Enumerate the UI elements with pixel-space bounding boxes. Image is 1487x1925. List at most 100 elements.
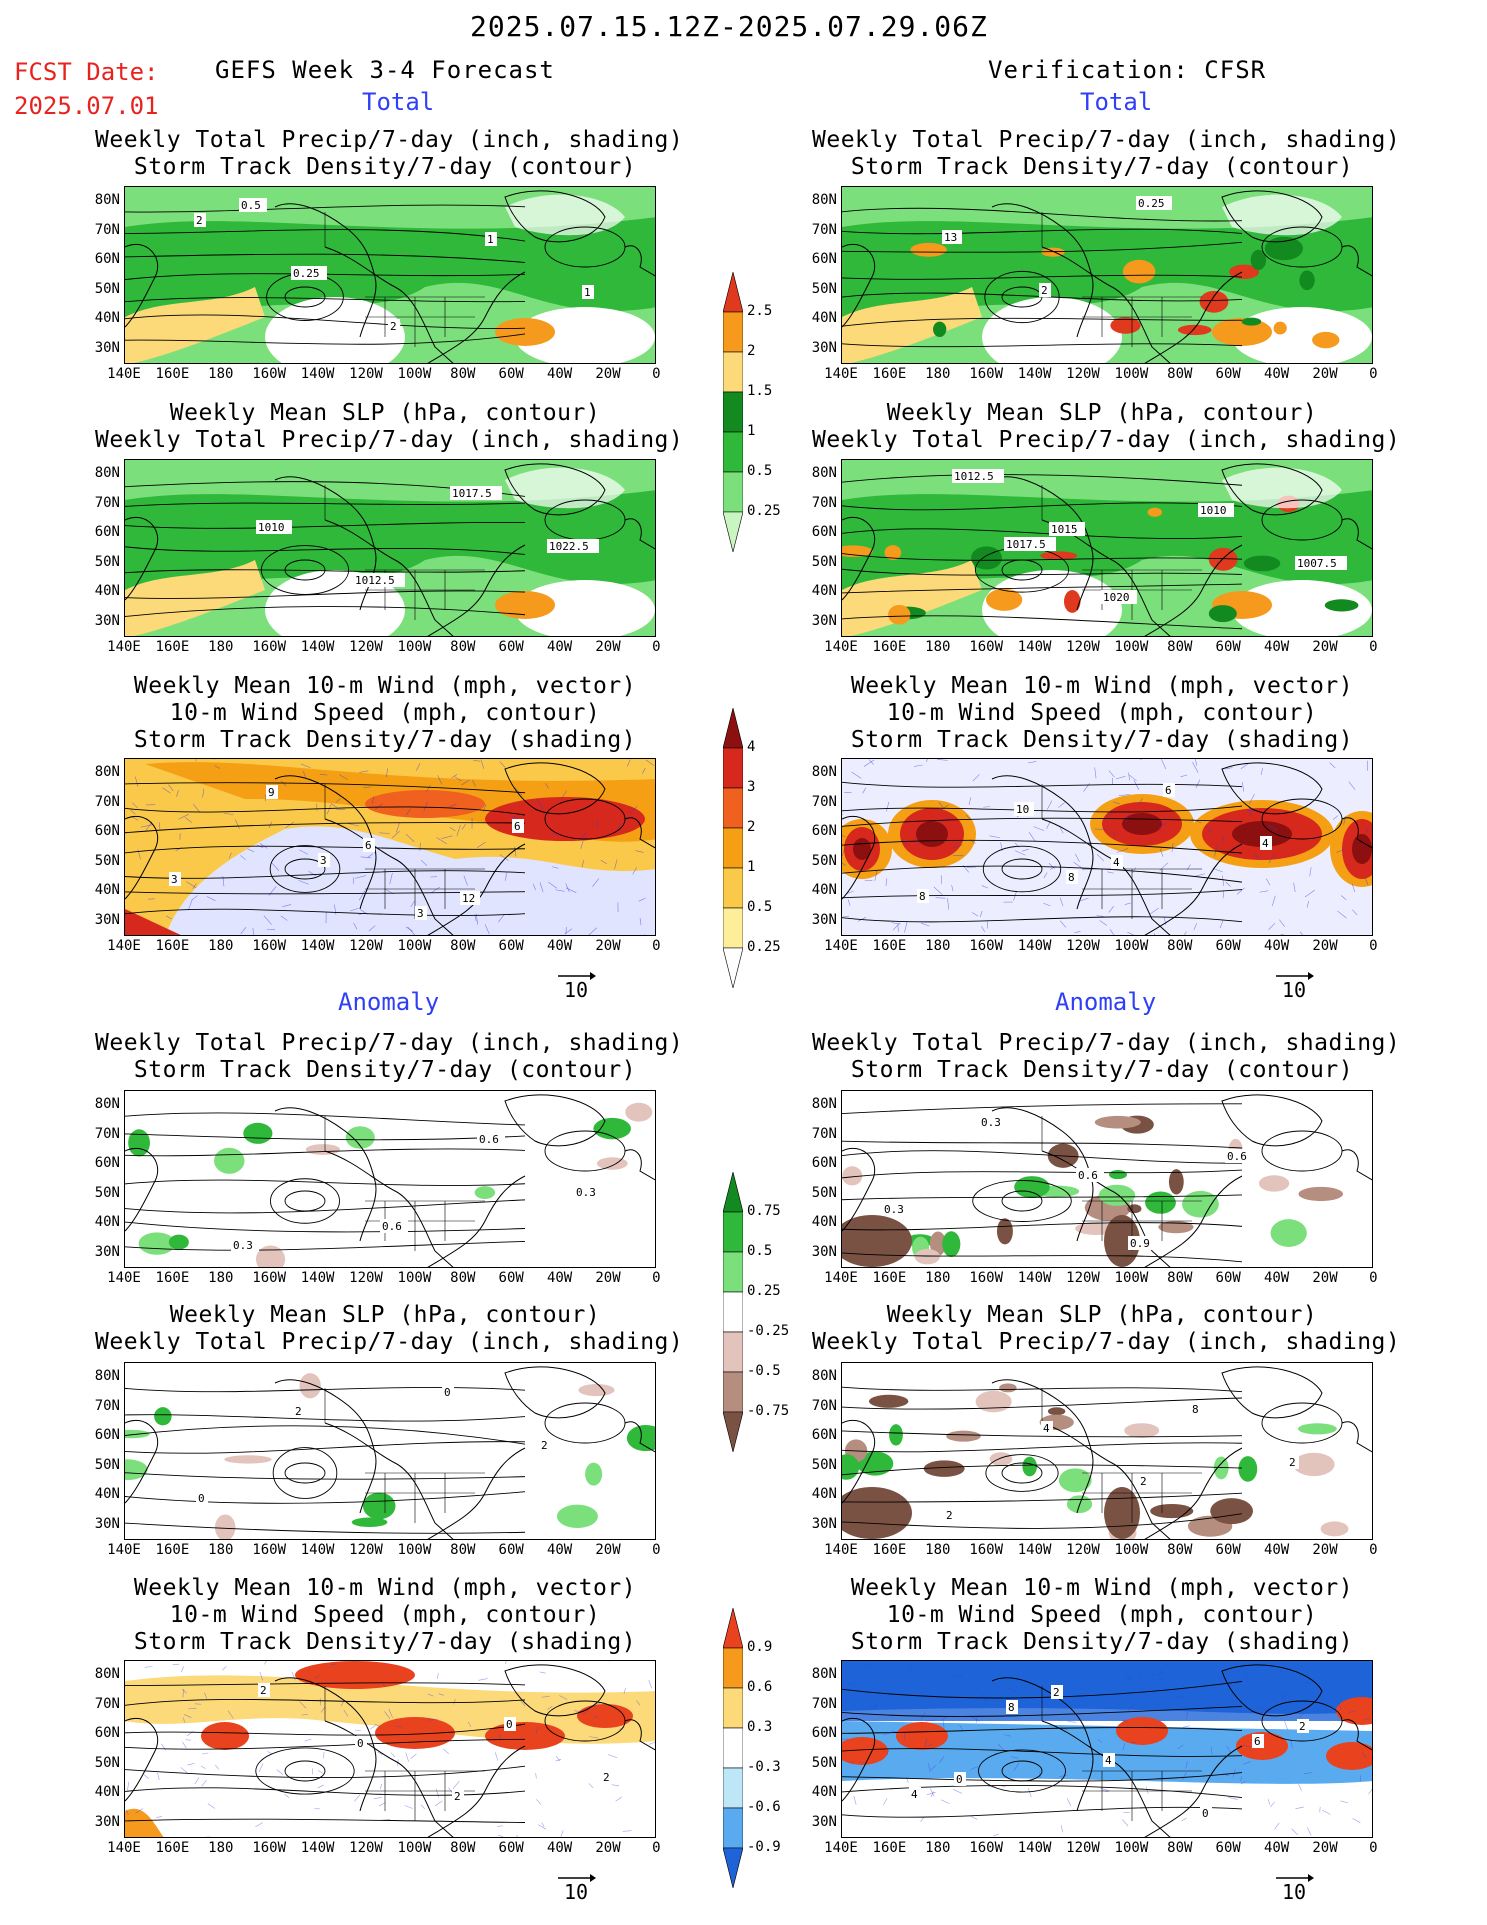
lon-label: 180	[925, 938, 951, 954]
lon-label: 140W	[1017, 1542, 1052, 1558]
lon-label: 100W	[1114, 938, 1149, 954]
panel-title-r4: Weekly Total Precip/7-day (inch, shading…	[812, 1030, 1401, 1083]
lon-label: 180	[208, 1840, 234, 1856]
lon-label: 100W	[397, 639, 432, 655]
lon-label: 160W	[969, 1270, 1004, 1286]
lat-label: 70N	[94, 793, 120, 810]
lon-label: 180	[208, 938, 234, 954]
panel-title-l4: Weekly Total Precip/7-day (inch, shading…	[95, 1030, 684, 1083]
lat-label: 30N	[811, 1243, 837, 1260]
lon-label: 160E	[155, 1270, 190, 1286]
contour-label: 2	[1053, 1686, 1060, 1699]
lat-label: 40N	[811, 1486, 837, 1502]
contour-label: 0.25	[1138, 197, 1165, 210]
lon-label: 160W	[252, 1270, 287, 1286]
lon-label: 120W	[349, 938, 383, 954]
lat-label: 50N	[811, 1754, 837, 1771]
vector-ref-label-r1: 10	[1281, 978, 1307, 1002]
contour-label: 1007.5	[1297, 557, 1337, 570]
contour-label: 2	[454, 1790, 461, 1803]
vector-ref-arrow-r2	[1274, 1870, 1314, 1889]
lon-label: 140E	[824, 366, 858, 382]
lon-label: 0	[1369, 938, 1378, 954]
section-anomaly-left: Anomaly	[338, 988, 440, 1016]
contour-label: 2	[1299, 1720, 1306, 1733]
lon-label: 80W	[450, 1542, 476, 1558]
lon-label: 40W	[1263, 639, 1290, 655]
lon-label: 140E	[107, 938, 141, 954]
lon-label: 100W	[1114, 366, 1149, 382]
lat-label: 50N	[811, 553, 837, 570]
lat-label: 30N	[94, 1243, 120, 1260]
colorbar-label: 0.5	[747, 1243, 773, 1259]
lat-label: 80N	[94, 465, 120, 481]
lon-label: 140W	[300, 639, 335, 655]
lon-label: 140E	[107, 366, 141, 382]
contour-label: 0.25	[293, 267, 320, 280]
lat-label: 40N	[811, 882, 837, 898]
colorbar-label: 0.3	[747, 1719, 773, 1735]
colorbar-precip_total	[722, 271, 744, 556]
lat-label: 50N	[94, 1456, 120, 1473]
map-panel-3: 3 3 6 3 9 6 12	[124, 758, 656, 936]
lon-label: 0	[652, 1840, 661, 1856]
lat-label: 30N	[94, 612, 120, 629]
contour-label: 1	[584, 286, 591, 299]
map-panel-1: 2 0.25 2 1 1 0.5	[124, 186, 656, 364]
colorbar-label: -0.75	[747, 1403, 790, 1419]
lat-label: 80N	[94, 764, 120, 780]
lon-label: 180	[925, 1840, 951, 1856]
lon-label: 0	[1369, 1270, 1378, 1286]
colorbar-label: 0.25	[747, 939, 781, 955]
colorbar-label: -0.25	[747, 1323, 790, 1339]
contour-label: 9	[268, 786, 275, 799]
colorbar-label: 1	[747, 423, 756, 439]
lon-label: 40W	[546, 1542, 573, 1558]
map-svg: 1017.5 1020 1010 1007.5 1012.5 1015	[842, 460, 1372, 636]
lon-label: 100W	[397, 938, 432, 954]
contour-label: 6	[1254, 1735, 1261, 1748]
lon-label: 140W	[1017, 639, 1052, 655]
contour-label: 2	[260, 1684, 267, 1697]
lon-label: 60W	[498, 1542, 524, 1558]
lon-label: 160W	[969, 639, 1004, 655]
lat-label: 70N	[811, 494, 837, 511]
lon-label: 140E	[107, 639, 141, 655]
map-svg: 3 3 6 3 9 6 12	[125, 759, 655, 935]
lon-label: 140W	[1017, 1840, 1052, 1856]
map-panel-2: 1010 1012.5 1017.5 1022.5	[124, 459, 656, 637]
lon-label: 160E	[155, 1542, 190, 1558]
contour-label: 1012.5	[954, 470, 994, 483]
colorbar-label: 4	[747, 739, 756, 755]
lon-label: 20W	[1312, 639, 1338, 655]
map-panel-5: 0 2 0 2	[124, 1362, 656, 1540]
colorbar-label: 0.75	[747, 1203, 781, 1219]
panel-title-l2: Weekly Mean SLP (hPa, contour) Weekly Tot…	[95, 400, 684, 453]
lon-label: 0	[652, 938, 661, 954]
panel-title-l3: Weekly Mean 10-m Wind (mph, vector) 10-m …	[133, 673, 637, 753]
lat-label: 60N	[94, 1155, 120, 1171]
contour-label: 2	[1289, 1456, 1296, 1469]
lon-label: 160E	[872, 1542, 907, 1558]
contour-label: 2	[541, 1439, 548, 1452]
lat-label: 70N	[811, 221, 837, 238]
colorbar-label: 0.25	[747, 1283, 781, 1299]
panel-title-l1: Weekly Total Precip/7-day (inch, shading…	[95, 127, 684, 180]
lon-label: 140W	[300, 1542, 335, 1558]
colorbar-storm_total	[722, 707, 744, 992]
contour-label: 4	[1262, 837, 1269, 850]
lat-label: 60N	[811, 524, 837, 540]
vector-ref-label-r2: 10	[1281, 1880, 1307, 1904]
lon-label: 120W	[1066, 1840, 1100, 1856]
lat-label: 60N	[94, 251, 120, 267]
section-anomaly-right: Anomaly	[1055, 988, 1157, 1016]
map-panel-9: 8 6 4 8 10 4	[841, 758, 1373, 936]
lat-label: 40N	[94, 310, 120, 326]
contour-label: 2	[603, 1771, 610, 1784]
map-svg: 2 0.25 2 1 1 0.5	[125, 187, 655, 363]
lon-label: 80W	[450, 1840, 476, 1856]
lon-label: 20W	[595, 366, 621, 382]
lon-label: 0	[1369, 639, 1378, 655]
contour-label: 0	[444, 1386, 451, 1399]
lat-label: 30N	[811, 911, 837, 928]
